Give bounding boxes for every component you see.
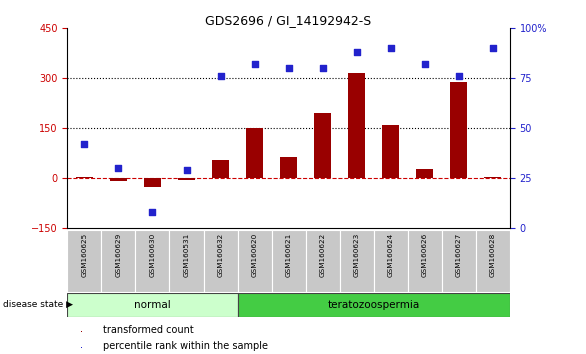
Bar [484,177,501,178]
Point [284,65,294,71]
Bar [135,230,169,292]
Bar [271,230,306,292]
Text: GSM160626: GSM160626 [422,233,428,277]
Point [420,62,430,67]
Text: GSM160531: GSM160531 [183,233,189,277]
Bar [374,230,408,292]
Bar [348,73,365,178]
Bar [246,129,263,178]
Bar [101,230,135,292]
Text: GSM160625: GSM160625 [81,233,87,277]
Point [454,74,464,79]
Point [352,50,362,55]
Bar [81,331,83,332]
Bar [408,230,442,292]
Bar [212,160,229,178]
Bar [76,177,93,178]
Bar [178,178,195,180]
Bar [203,230,237,292]
Point [386,46,396,51]
Bar [314,113,331,178]
Text: GSM160628: GSM160628 [490,233,496,277]
Point [182,167,191,173]
Point [488,46,498,51]
Point [148,210,157,215]
Bar [237,293,510,317]
Text: GSM160624: GSM160624 [388,233,394,277]
Point [80,142,89,147]
Text: normal: normal [134,300,171,310]
Point [114,166,123,171]
Bar [237,230,271,292]
Text: GSM160622: GSM160622 [319,233,326,277]
Text: GSM160630: GSM160630 [149,233,155,277]
Point [216,74,225,79]
Title: GDS2696 / GI_14192942-S: GDS2696 / GI_14192942-S [206,14,372,27]
Text: GSM160620: GSM160620 [251,233,258,277]
Bar [67,293,237,317]
Bar [280,157,297,178]
Text: teratozoospermia: teratozoospermia [328,300,420,310]
Text: disease state ▶: disease state ▶ [3,300,73,309]
Bar [169,230,203,292]
Bar [306,230,340,292]
Bar [81,347,83,348]
Bar [476,230,510,292]
Bar [144,178,161,187]
Bar [416,169,433,178]
Point [318,65,328,71]
Text: GSM160623: GSM160623 [354,233,360,277]
Text: percentile rank within the sample: percentile rank within the sample [103,341,268,350]
Bar [450,82,467,178]
Text: GSM160629: GSM160629 [115,233,121,277]
Point [250,62,259,67]
Text: GSM160632: GSM160632 [217,233,223,277]
Bar [67,230,101,292]
Text: GSM160627: GSM160627 [456,233,462,277]
Text: transformed count: transformed count [103,325,193,335]
Bar [382,125,399,178]
Text: GSM160621: GSM160621 [285,233,292,277]
Bar [340,230,374,292]
Bar [442,230,476,292]
Bar [110,178,127,181]
